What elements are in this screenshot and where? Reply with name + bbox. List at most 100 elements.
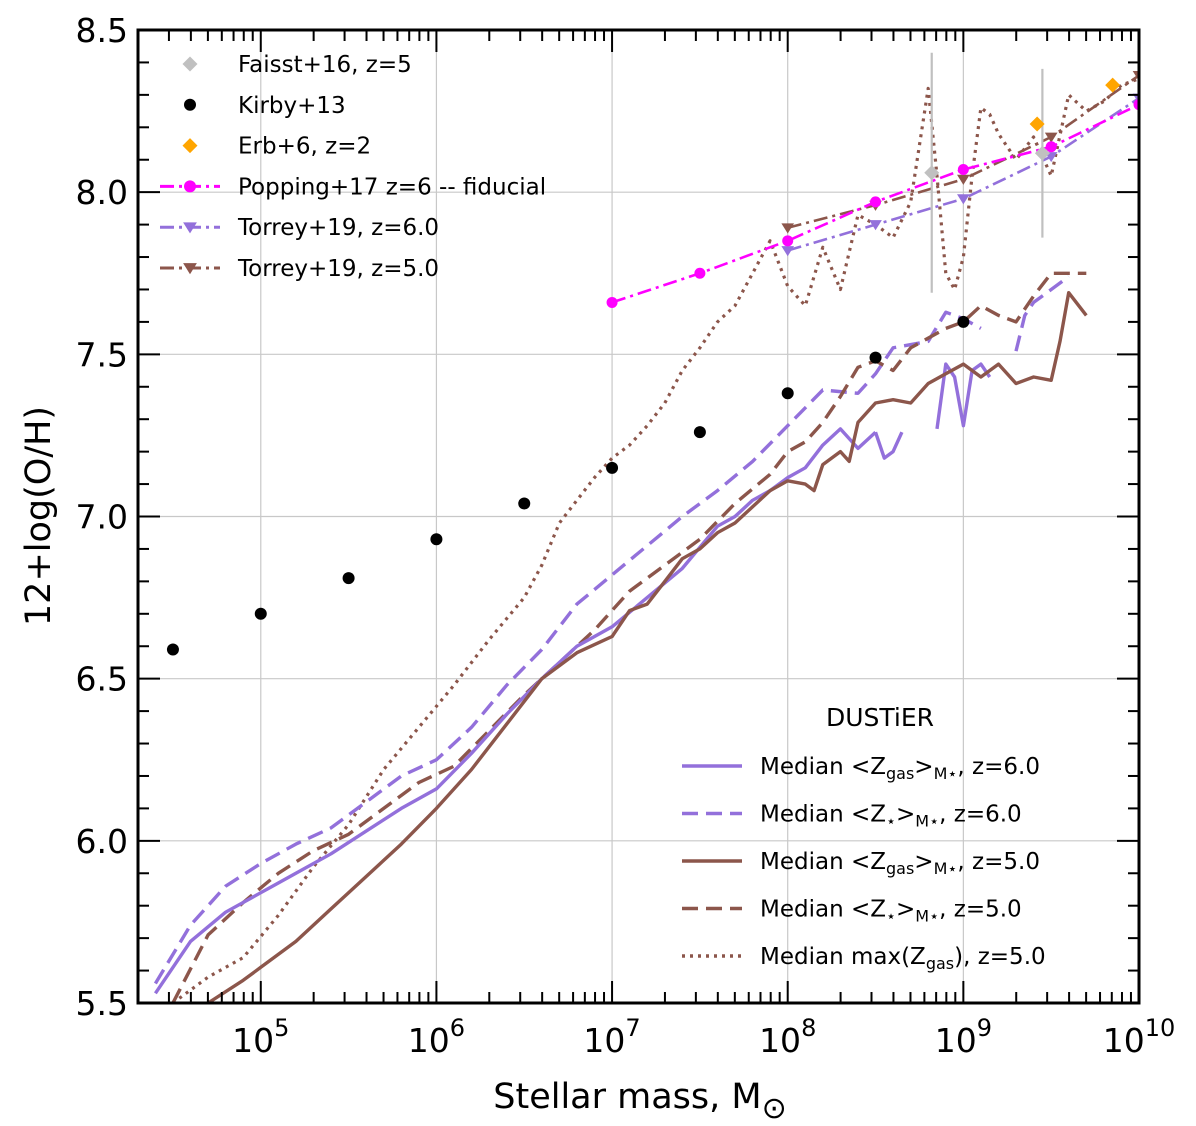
data-point xyxy=(957,194,970,205)
y-tick-label-1: 6.0 xyxy=(76,822,128,861)
series-faisst-16-z-5 xyxy=(924,52,1050,293)
x-tick-label-exp: 5 xyxy=(274,1014,289,1042)
y-tick-label-0: 5.5 xyxy=(76,984,128,1023)
legend-bottom-label: Median <Zgas>M⋆, z=6.0 xyxy=(760,754,1040,783)
data-point xyxy=(693,426,706,439)
series-line-segment-1 xyxy=(1014,275,1070,352)
legend-bottom-suffix: , z=5.0 xyxy=(939,897,1022,923)
series-line-segment-0 xyxy=(153,310,982,985)
series-median-max-zgas-z-5-0 xyxy=(171,77,1139,1003)
y-tick-label-4: 7.5 xyxy=(76,335,128,374)
y-axis-label: 12+log(O/H) xyxy=(19,406,59,626)
x-tick-label-exp: 7 xyxy=(625,1014,640,1042)
data-point xyxy=(781,223,795,234)
data-point xyxy=(166,643,179,656)
data-point xyxy=(957,315,970,328)
data-point xyxy=(1044,132,1058,143)
x-tick-label-4: 109 xyxy=(935,1014,992,1060)
data-point xyxy=(1034,145,1050,161)
legend-top-marker xyxy=(182,138,198,154)
legend-top-label: Popping+17 z=6 -- fiducial xyxy=(238,174,546,200)
legend-bottom-middle: ), xyxy=(954,944,970,970)
x-tick-label-base: 10 xyxy=(759,1021,801,1060)
legend-bottom-middle: > xyxy=(896,897,915,923)
x-tick-label-1: 106 xyxy=(408,1014,465,1060)
data-point xyxy=(870,196,882,208)
legend-bottom-entry-0: Median <Zgas>M⋆, z=6.0 xyxy=(682,754,1040,783)
data-point xyxy=(342,572,355,585)
legend-bottom-prefix: Median <Z xyxy=(760,802,886,828)
x-tick-label-exp: 9 xyxy=(977,1014,992,1042)
series-median-z-m-z-5-0 xyxy=(171,271,1087,1003)
legend-bottom-sub: gas xyxy=(926,954,954,973)
x-tick-label-exp: 10 xyxy=(1145,1014,1176,1042)
legend-bottom-sub2: M⋆ xyxy=(915,812,939,831)
series-line-segment-2 xyxy=(935,362,992,430)
y-tick-label-3: 7.0 xyxy=(76,498,128,537)
legend-bottom-entry-2: Median <Zgas>M⋆, z=5.0 xyxy=(682,849,1040,878)
x-tick-label-2: 107 xyxy=(583,1014,640,1060)
series-median-zgas-m-z-5-0 xyxy=(207,291,1088,1003)
legend-top-label: Torrey+19, z=5.0 xyxy=(237,256,439,282)
x-tick-label-base: 10 xyxy=(935,1021,977,1060)
legend-bottom-suffix: , z=6.0 xyxy=(957,754,1040,780)
legend-top-marker xyxy=(184,180,196,193)
legend-bottom-sub: ⋆ xyxy=(886,907,896,926)
legend-bottom-middle: > xyxy=(896,802,915,828)
x-tick-label-base: 10 xyxy=(408,1021,450,1060)
x-axis-label-sub: ⊙ xyxy=(762,1091,787,1126)
y-tick-label-6: 8.5 xyxy=(76,11,128,50)
series-line-segment-0 xyxy=(171,77,1139,1003)
legend-bottom-sub: ⋆ xyxy=(886,812,896,831)
x-tick-label-3: 108 xyxy=(759,1014,816,1060)
legend-top: Faisst+16, z=5 Kirby+13 Erb+6, z=2 Popping+… xyxy=(160,52,546,282)
data-point xyxy=(1105,77,1121,93)
y-tick-label-5: 8.0 xyxy=(76,173,128,212)
legend-bottom-entry-3: Median <Z⋆>M⋆, z=5.0 xyxy=(682,897,1022,926)
series-layer xyxy=(153,52,1139,1003)
x-tick-label-exp: 8 xyxy=(801,1014,816,1042)
data-point xyxy=(924,165,940,181)
data-point xyxy=(782,235,794,247)
legend-bottom-sub2: M⋆ xyxy=(915,907,939,926)
legend-bottom-sub: gas xyxy=(886,764,914,783)
series-erb-6-z-2 xyxy=(1029,77,1121,132)
legend-bottom-entry-4: Median max(Zgas), z=5.0 xyxy=(682,944,1046,973)
legend-bottom-middle: > xyxy=(914,849,933,875)
y-tick-label-2: 6.5 xyxy=(76,660,128,699)
data-point xyxy=(1045,141,1057,153)
series-line-segment-1 xyxy=(873,431,904,460)
legend-top-entry-5: Torrey+19, z=5.0 xyxy=(160,256,439,282)
series-line-segment-0 xyxy=(207,291,1088,1003)
legend-bottom-label: Median <Z⋆>M⋆, z=6.0 xyxy=(760,802,1022,831)
x-tick-label-5: 1010 xyxy=(1103,1014,1176,1060)
x-tick-label-base: 10 xyxy=(1103,1021,1145,1060)
legend-bottom-suffix: z=5.0 xyxy=(970,944,1045,970)
legend-top-entry-0: Faisst+16, z=5 xyxy=(182,52,412,78)
legend-top-marker xyxy=(183,222,197,234)
legend-bottom-suffix: , z=5.0 xyxy=(957,849,1040,875)
legend-bottom-prefix: Median max(Z xyxy=(760,944,926,970)
plot-frame xyxy=(136,28,1141,1005)
data-point xyxy=(430,533,443,546)
x-tick-label-exp: 6 xyxy=(450,1014,465,1042)
legend-bottom-prefix: Median <Z xyxy=(760,754,886,780)
data-point xyxy=(957,174,970,185)
legend-bottom-label: Median <Z⋆>M⋆, z=5.0 xyxy=(760,897,1022,926)
data-point xyxy=(518,497,531,510)
data-point xyxy=(869,351,882,364)
legend-top-marker xyxy=(183,263,197,275)
legend-top-label: Kirby+13 xyxy=(238,93,346,119)
data-point xyxy=(606,296,618,308)
legend-top-entry-1: Kirby+13 xyxy=(184,93,346,119)
grid-lines xyxy=(138,29,1140,1004)
series-median-zgas-m-z-6-0 xyxy=(153,362,992,995)
x-tick-label-0: 105 xyxy=(232,1014,289,1060)
legend-top-label: Erb+6, z=2 xyxy=(238,134,371,160)
data-point xyxy=(1029,116,1045,132)
series-kirby-13 xyxy=(166,315,970,656)
legend-top-marker xyxy=(184,98,196,111)
